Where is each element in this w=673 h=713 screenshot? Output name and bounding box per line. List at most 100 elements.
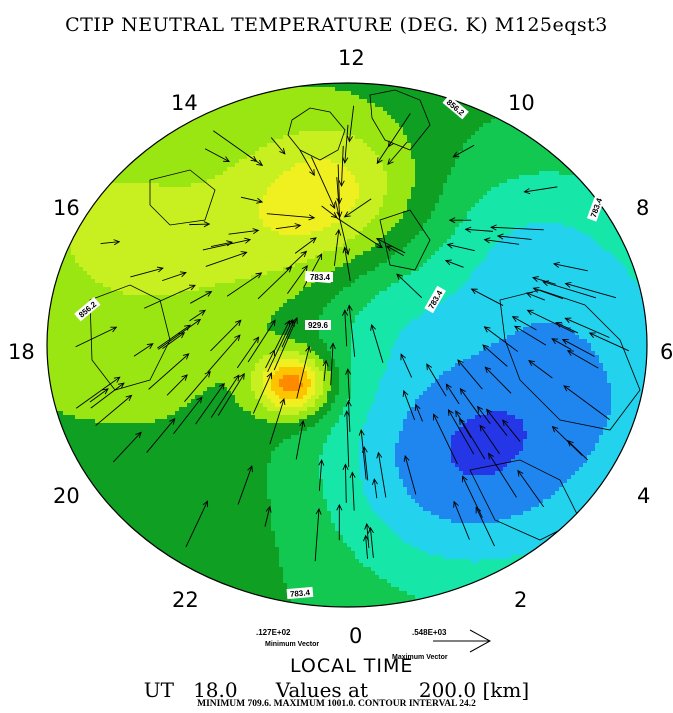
field-cell [223, 215, 228, 220]
field-cell [459, 151, 464, 156]
field-cell [271, 175, 276, 180]
field-cell [179, 167, 184, 172]
field-cell [151, 163, 156, 168]
field-cell [511, 231, 516, 236]
field-cell [463, 235, 468, 240]
field-cell [211, 183, 216, 188]
field-cell [167, 203, 172, 208]
field-cell [131, 191, 136, 196]
field-cell [391, 99, 396, 104]
field-cell [451, 183, 456, 188]
field-cell [579, 263, 584, 268]
field-cell [175, 167, 180, 172]
field-cell [363, 195, 368, 200]
field-cell [215, 127, 220, 132]
field-cell [367, 87, 372, 92]
field-cell [427, 163, 432, 168]
field-cell [459, 207, 464, 212]
field-cell [411, 159, 416, 164]
field-cell [531, 235, 536, 240]
field-cell [167, 183, 172, 188]
field-cell [251, 227, 256, 232]
field-cell [259, 143, 264, 148]
field-cell [199, 115, 204, 120]
field-cell [199, 167, 204, 172]
field-cell [439, 191, 444, 196]
field-cell [183, 191, 188, 196]
field-cell [315, 231, 320, 236]
field-cell [519, 171, 524, 176]
field-cell [171, 191, 176, 196]
field-cell [439, 203, 444, 208]
field-cell [479, 127, 484, 132]
field-cell [515, 199, 520, 204]
field-cell [427, 131, 432, 136]
field-cell [447, 159, 452, 164]
field-cell [115, 267, 120, 272]
field-cell [215, 167, 220, 172]
field-cell [95, 243, 100, 248]
field-cell [379, 83, 384, 88]
field-cell [143, 259, 148, 264]
field-cell [459, 235, 464, 240]
field-cell [131, 239, 136, 244]
field-cell [459, 203, 464, 208]
field-cell [435, 175, 440, 180]
field-cell [327, 223, 332, 228]
field-cell [351, 127, 356, 132]
field-cell [107, 195, 112, 200]
field-cell [247, 235, 252, 240]
field-cell [383, 119, 388, 124]
field-cell [455, 219, 460, 224]
field-cell [87, 247, 92, 252]
field-cell [295, 247, 300, 252]
field-cell [251, 115, 256, 120]
field-cell [123, 191, 128, 196]
field-cell [211, 247, 216, 252]
field-cell [539, 263, 544, 268]
field-cell [255, 259, 260, 264]
field-cell [591, 231, 596, 236]
field-cell [603, 247, 608, 252]
field-cell [299, 143, 304, 148]
field-cell [287, 247, 292, 252]
field-cell [263, 207, 268, 212]
field-cell [379, 95, 384, 100]
field-cell [407, 87, 412, 92]
field-cell [259, 103, 264, 108]
field-cell [531, 207, 536, 212]
field-cell [99, 251, 104, 256]
field-cell [487, 155, 492, 160]
field-cell [447, 135, 452, 140]
field-cell [519, 263, 524, 268]
field-cell [427, 251, 432, 256]
field-cell [535, 247, 540, 252]
field-cell [215, 147, 220, 152]
field-cell [339, 215, 344, 220]
field-cell [555, 167, 560, 172]
field-cell [271, 235, 276, 240]
field-cell [399, 127, 404, 132]
field-cell [291, 207, 296, 212]
field-cell [131, 267, 136, 272]
field-cell [135, 175, 140, 180]
field-cell [119, 239, 124, 244]
field-cell [159, 215, 164, 220]
field-cell [227, 143, 232, 148]
field-cell [199, 231, 204, 236]
field-cell [539, 255, 544, 260]
field-cell [551, 259, 556, 264]
field-cell [91, 255, 96, 260]
field-cell [191, 167, 196, 172]
field-cell [351, 95, 356, 100]
field-cell [155, 207, 160, 212]
field-cell [151, 203, 156, 208]
field-cell [363, 159, 368, 164]
field-cell [379, 167, 384, 172]
field-cell [507, 207, 512, 212]
field-cell [419, 187, 424, 192]
field-cell [339, 259, 344, 264]
field-cell [283, 263, 288, 268]
field-cell [579, 187, 584, 192]
field-cell [471, 207, 476, 212]
